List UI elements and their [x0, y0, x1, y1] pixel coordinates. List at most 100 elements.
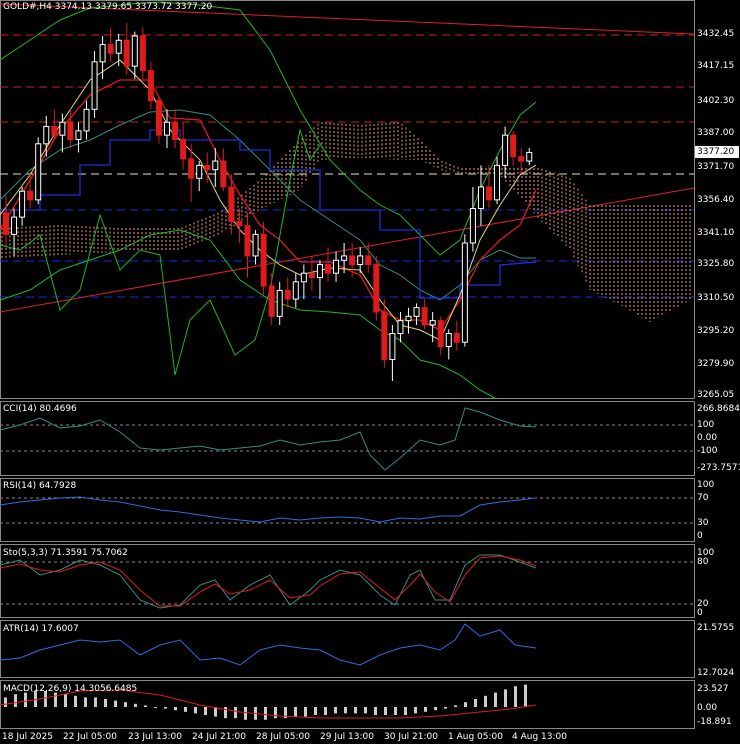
macd-bar — [494, 692, 497, 707]
macd-bar — [154, 707, 157, 708]
macd-bar — [444, 707, 447, 709]
candle-body — [91, 61, 98, 110]
candle-body — [220, 160, 227, 188]
rsi-line — [0, 496, 537, 523]
candle-body — [518, 156, 525, 162]
macd-bar — [164, 707, 167, 709]
price-axis-label: 3265.05 — [697, 390, 735, 400]
macd-axis-min: -18.891 — [697, 717, 732, 727]
macd-bar — [504, 689, 507, 707]
macd-bar — [54, 692, 57, 707]
candle-body — [268, 285, 275, 317]
candle-body — [147, 69, 154, 102]
macd-bar — [124, 702, 127, 707]
bollinger-upper-line — [0, 1, 537, 256]
rsi-axis-0: 0 — [697, 531, 703, 541]
macd-bar — [484, 695, 487, 707]
candle-body — [502, 134, 509, 166]
candle-body — [188, 158, 195, 179]
candle-body — [155, 100, 162, 136]
macd-bar — [94, 697, 97, 707]
rsi-axis-100: 100 — [697, 480, 715, 490]
macd-bar — [434, 707, 437, 711]
candle-body — [341, 255, 348, 261]
macd-bar — [104, 699, 107, 707]
macd-bar — [14, 694, 17, 707]
time-axis-label: 28 Jul 05:00 — [256, 732, 310, 742]
macd-bar — [414, 707, 417, 714]
macd-bar — [214, 707, 217, 717]
stochastic-signal-line — [0, 555, 537, 607]
candle-body — [83, 108, 90, 132]
kijun-line — [0, 129, 537, 299]
macd-signal-line — [0, 689, 537, 719]
candle-body — [477, 186, 484, 209]
macd-bar — [244, 707, 247, 720]
macd-bar — [4, 697, 7, 707]
candle-body — [212, 160, 219, 171]
candle-body — [244, 225, 251, 257]
candle-body — [349, 255, 356, 266]
time-axis-label: 18 Jul 2025 — [2, 732, 53, 742]
candle-body — [333, 259, 340, 274]
candle-body — [115, 39, 122, 54]
macd-bar — [354, 707, 357, 714]
macd-bar — [344, 707, 347, 714]
time-axis-label: 29 Jul 13:00 — [320, 732, 374, 742]
tenkan-line — [0, 79, 537, 331]
atr-title: ATR(14) 17.6007 — [3, 624, 79, 634]
candle-body — [284, 289, 291, 300]
candle-body — [67, 121, 74, 140]
candle-body — [180, 138, 187, 160]
macd-bar — [464, 702, 467, 707]
candle-body — [421, 307, 428, 326]
macd-bar — [454, 705, 457, 707]
sto-axis-0: 0 — [697, 608, 703, 618]
macd-bar — [144, 705, 147, 707]
price-axis-label: 3387.00 — [697, 128, 735, 138]
macd-bar — [314, 707, 317, 715]
cci-axis-100: 100 — [697, 420, 715, 430]
current-price-tag: 3377.20 — [695, 146, 739, 158]
bollinger-mid-line — [0, 109, 536, 301]
macd-bar — [524, 684, 527, 707]
sto-title: Sto(5,3,3) 71.3591 75.7062 — [3, 548, 128, 558]
candle-body — [429, 320, 436, 326]
macd-axis-0: 0.00 — [697, 703, 718, 713]
candle-body — [494, 164, 501, 201]
time-axis-label: 4 Aug 13:00 — [512, 732, 567, 742]
candle-body — [19, 190, 26, 218]
price-axis-label: 3279.90 — [697, 359, 735, 369]
macd-bar — [64, 694, 67, 707]
macd-bar — [374, 707, 377, 715]
candle-body — [316, 264, 323, 278]
candle-body — [204, 164, 211, 171]
candle-body — [389, 333, 396, 360]
candle-body — [99, 44, 106, 63]
macd-bar — [174, 707, 177, 711]
macd-bar — [364, 707, 367, 714]
candle-body — [381, 311, 388, 360]
candle-body — [228, 186, 235, 222]
macd-bar — [514, 686, 517, 707]
candle-body — [75, 130, 82, 140]
cci-axis-max: 266.8684 — [697, 404, 740, 414]
macd-bar — [34, 691, 37, 707]
bollinger-lower-line — [0, 229, 496, 399]
macd-bar — [424, 707, 427, 712]
candle-body — [437, 320, 444, 348]
price-axis-label: 3356.40 — [697, 195, 735, 205]
candle-body — [107, 44, 114, 54]
sto-axis-100: 100 — [697, 548, 715, 558]
rsi-axis-30: 30 — [697, 518, 709, 528]
candle-body — [27, 190, 34, 201]
macd-bar — [114, 700, 117, 707]
price-axis-label: 3432.45 — [697, 29, 735, 39]
macd-bar — [394, 707, 397, 715]
panel-frames — [0, 0, 695, 729]
rsi-axis-70: 70 — [697, 493, 709, 503]
candle-body — [300, 272, 307, 283]
time-axis-label: 23 Jul 13:00 — [128, 732, 182, 742]
indicator-levels — [0, 424, 694, 605]
